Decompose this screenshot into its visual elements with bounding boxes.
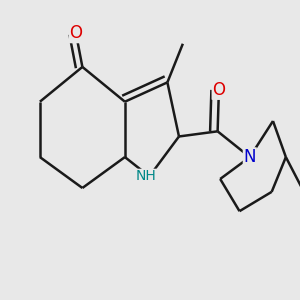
Text: NH: NH [136,169,157,183]
Text: N: N [244,148,256,166]
Text: O: O [70,25,83,43]
Text: O: O [212,81,225,99]
